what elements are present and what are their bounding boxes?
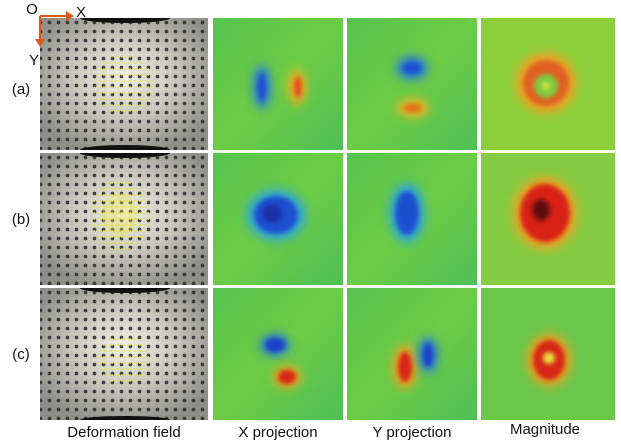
column-label: X projection	[238, 424, 317, 441]
photo-c	[40, 283, 208, 424]
row-label: (a)	[12, 81, 30, 98]
row-label: (c)	[12, 346, 30, 363]
row-label: (b)	[12, 211, 30, 228]
photo-a	[40, 13, 208, 155]
column-label: Deformation field	[67, 424, 180, 441]
heatmaps	[213, 18, 615, 420]
photo-b	[40, 148, 208, 285]
column-label: Magnitude	[510, 421, 580, 438]
column-label: Y projection	[373, 424, 452, 441]
x-axis-label: X	[76, 4, 86, 21]
y-axis-label: Y	[29, 52, 39, 69]
origin-label: O	[26, 1, 38, 18]
figure: O X Y (a) (b) (c) Deformation field X pr…	[0, 0, 621, 443]
